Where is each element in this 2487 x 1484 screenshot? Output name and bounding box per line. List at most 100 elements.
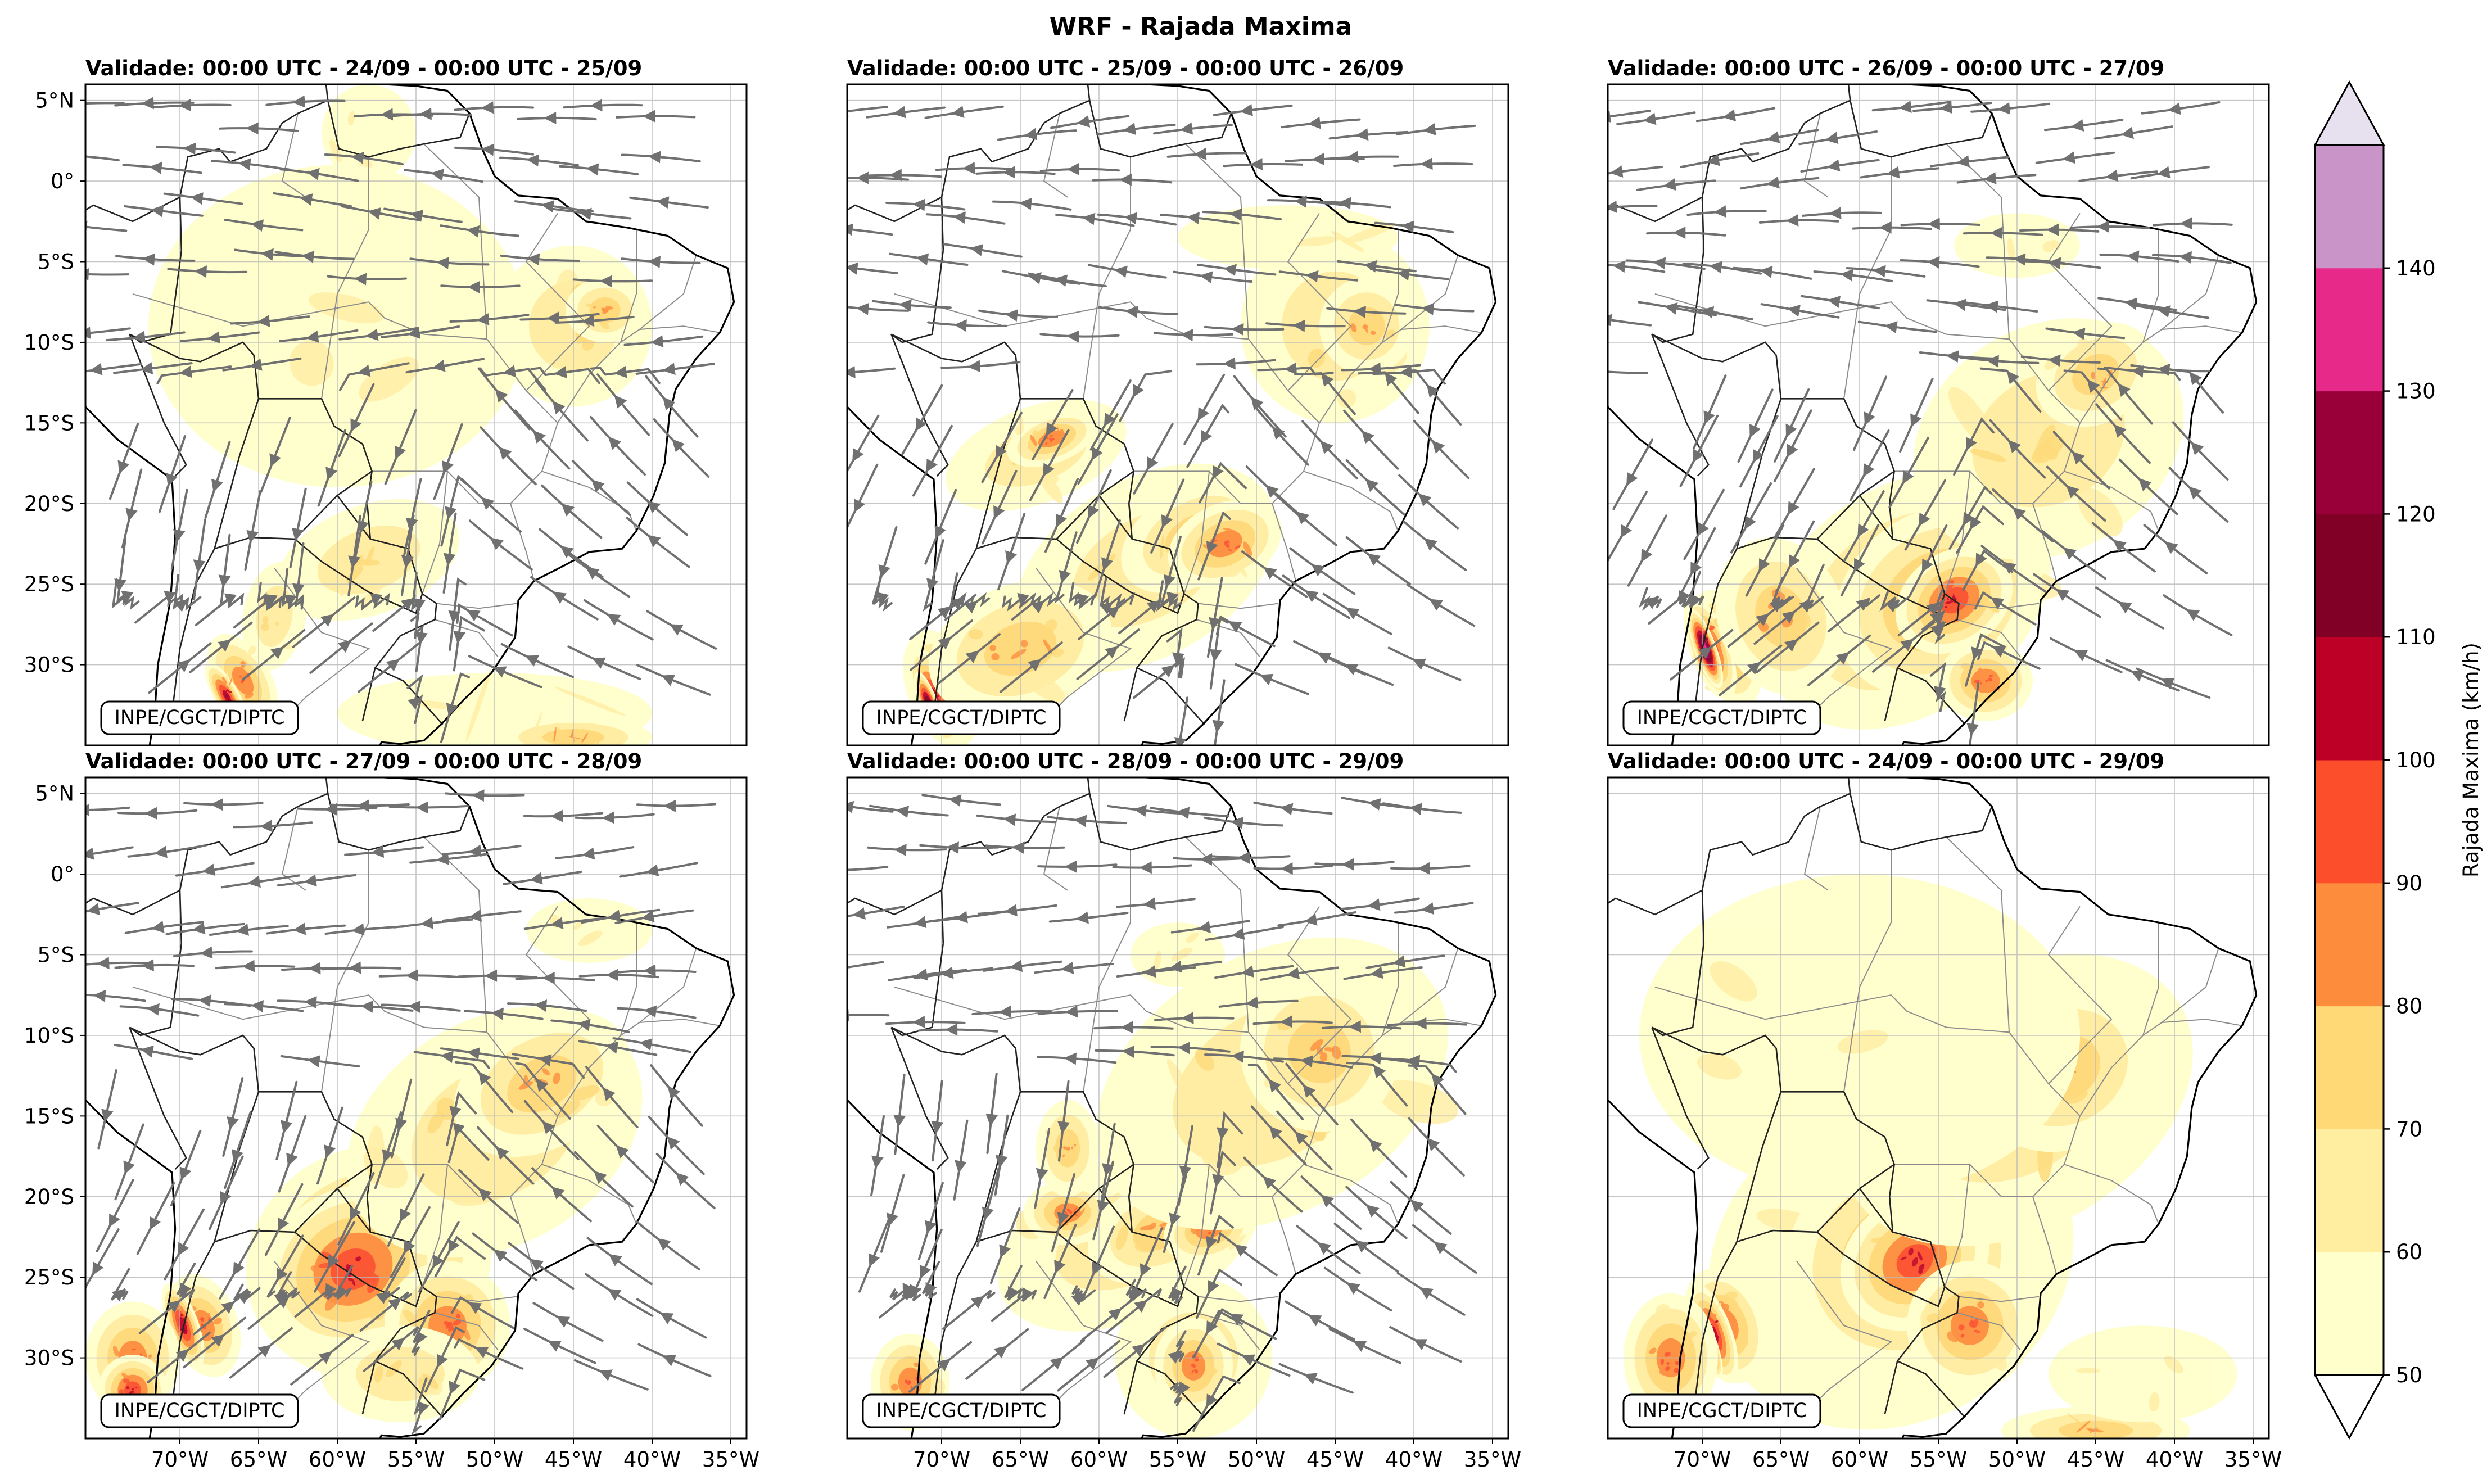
streamline (976, 814, 1056, 824)
streamline-arrow (1368, 1052, 1382, 1065)
gust-cell (1705, 637, 1708, 640)
streamline-arrow (1423, 538, 1437, 551)
state-line (1382, 229, 1399, 343)
streamline-arrow (1177, 1042, 1191, 1055)
streamline (341, 205, 420, 221)
streamline (1213, 679, 1226, 745)
credit-text: INPE/CGCT/DIPTC (876, 1400, 1047, 1422)
streamline (1739, 177, 1820, 190)
streamline-arrow (1990, 597, 2005, 609)
border-line (336, 495, 371, 540)
credit-text: INPE/CGCT/DIPTC (1637, 707, 1807, 729)
streamline-arrow (1197, 407, 1209, 421)
streamline (390, 1078, 413, 1159)
streamline (596, 1125, 654, 1184)
streamline (1753, 599, 1810, 645)
streamline-arrow (648, 151, 661, 164)
streamline-arrow (643, 964, 656, 977)
streamline (1116, 898, 1196, 908)
streamline-arrow (578, 207, 592, 220)
gust-cell (1710, 961, 1757, 1002)
streamline (621, 153, 701, 162)
streamline-arrow (1887, 166, 1900, 179)
streamline (616, 115, 696, 119)
gust-cell (1385, 329, 1396, 339)
streamline-arrow (2087, 379, 2100, 393)
streamline (2104, 366, 2181, 381)
streamline-arrow (1786, 214, 1799, 227)
streamline-arrow (586, 567, 600, 580)
streamline (384, 409, 417, 485)
streamline-arrow (1643, 112, 1657, 125)
streamline (2118, 458, 2178, 515)
state-line (422, 471, 448, 594)
streamline (260, 416, 291, 493)
gust-cell (1051, 434, 1054, 438)
streamline-arrow (146, 1003, 160, 1016)
streamline (1087, 264, 1167, 279)
streamline-arrow (1123, 123, 1136, 135)
streamline-arrow (1348, 1020, 1361, 1033)
streamline-arrow (592, 657, 606, 669)
panel-title: Validade: 00:00 UTC - 25/09 - 00:00 UTC … (847, 56, 1404, 80)
streamline (1038, 1010, 1119, 1015)
streamline (127, 844, 207, 858)
streamline (508, 1242, 575, 1290)
streamline (981, 411, 1023, 483)
border-line (1608, 196, 1703, 223)
streamline (1296, 1224, 1361, 1274)
streamline-arrow (142, 253, 155, 266)
streamline-arrow (2189, 372, 2202, 386)
streamline-arrow (1217, 1127, 1229, 1141)
streamline (381, 1003, 461, 1012)
streamline-arrow (1703, 410, 1715, 424)
streamline-arrow (1986, 355, 1999, 368)
gust-cell (1226, 539, 1231, 544)
streamline-arrow (1756, 613, 1770, 626)
gust-cell (582, 337, 594, 351)
streamline (314, 1221, 355, 1293)
state-line (436, 1296, 517, 1302)
streamline-arrow (218, 639, 232, 652)
streamline-arrow (1421, 902, 1435, 915)
streamline (1204, 1053, 1284, 1063)
streamline-arrow (1057, 1211, 1069, 1225)
streamline-arrow (132, 331, 146, 343)
streamline-arrow (970, 244, 984, 256)
streamline-arrow (550, 917, 564, 930)
lon-tick-label: 60°W (1070, 1447, 1128, 1472)
lat-tick-label: 20°S (24, 1185, 74, 1209)
streamline (1919, 351, 1999, 360)
streamline (392, 112, 472, 117)
streamline-arrow (260, 248, 274, 261)
streamline (2041, 530, 2106, 580)
gust-cell (359, 356, 419, 402)
streamline (982, 470, 1018, 545)
streamline-arrow (2013, 507, 2026, 521)
streamline-arrow (561, 503, 575, 517)
lat-tick-label: 30°S (24, 1346, 74, 1370)
streamline-arrow (485, 969, 498, 982)
streamline (1774, 388, 1810, 463)
streamline (581, 908, 661, 924)
streamline-arrow (1231, 817, 1244, 829)
gust-cell (1066, 1209, 1073, 1212)
state-line (1287, 212, 1352, 391)
streamline (858, 1216, 891, 1293)
streamline-arrow (1707, 153, 1720, 166)
streamline (1608, 166, 1663, 175)
gust-cell (248, 645, 256, 655)
gust-cell (213, 1318, 222, 1325)
border-line (171, 1241, 215, 1406)
gust-cell (1970, 1319, 1974, 1324)
streamline-arrow (602, 811, 614, 824)
border-line (1816, 1231, 1946, 1307)
streamline-arrow (418, 1401, 429, 1415)
streamline-arrow (247, 875, 261, 888)
streamline (222, 357, 302, 372)
streamline-arrow (351, 151, 364, 164)
streamline (1276, 1110, 1333, 1170)
streamline (1407, 1064, 1467, 1115)
streamline (1294, 372, 1356, 415)
lat-tick-label: 0° (51, 862, 74, 886)
